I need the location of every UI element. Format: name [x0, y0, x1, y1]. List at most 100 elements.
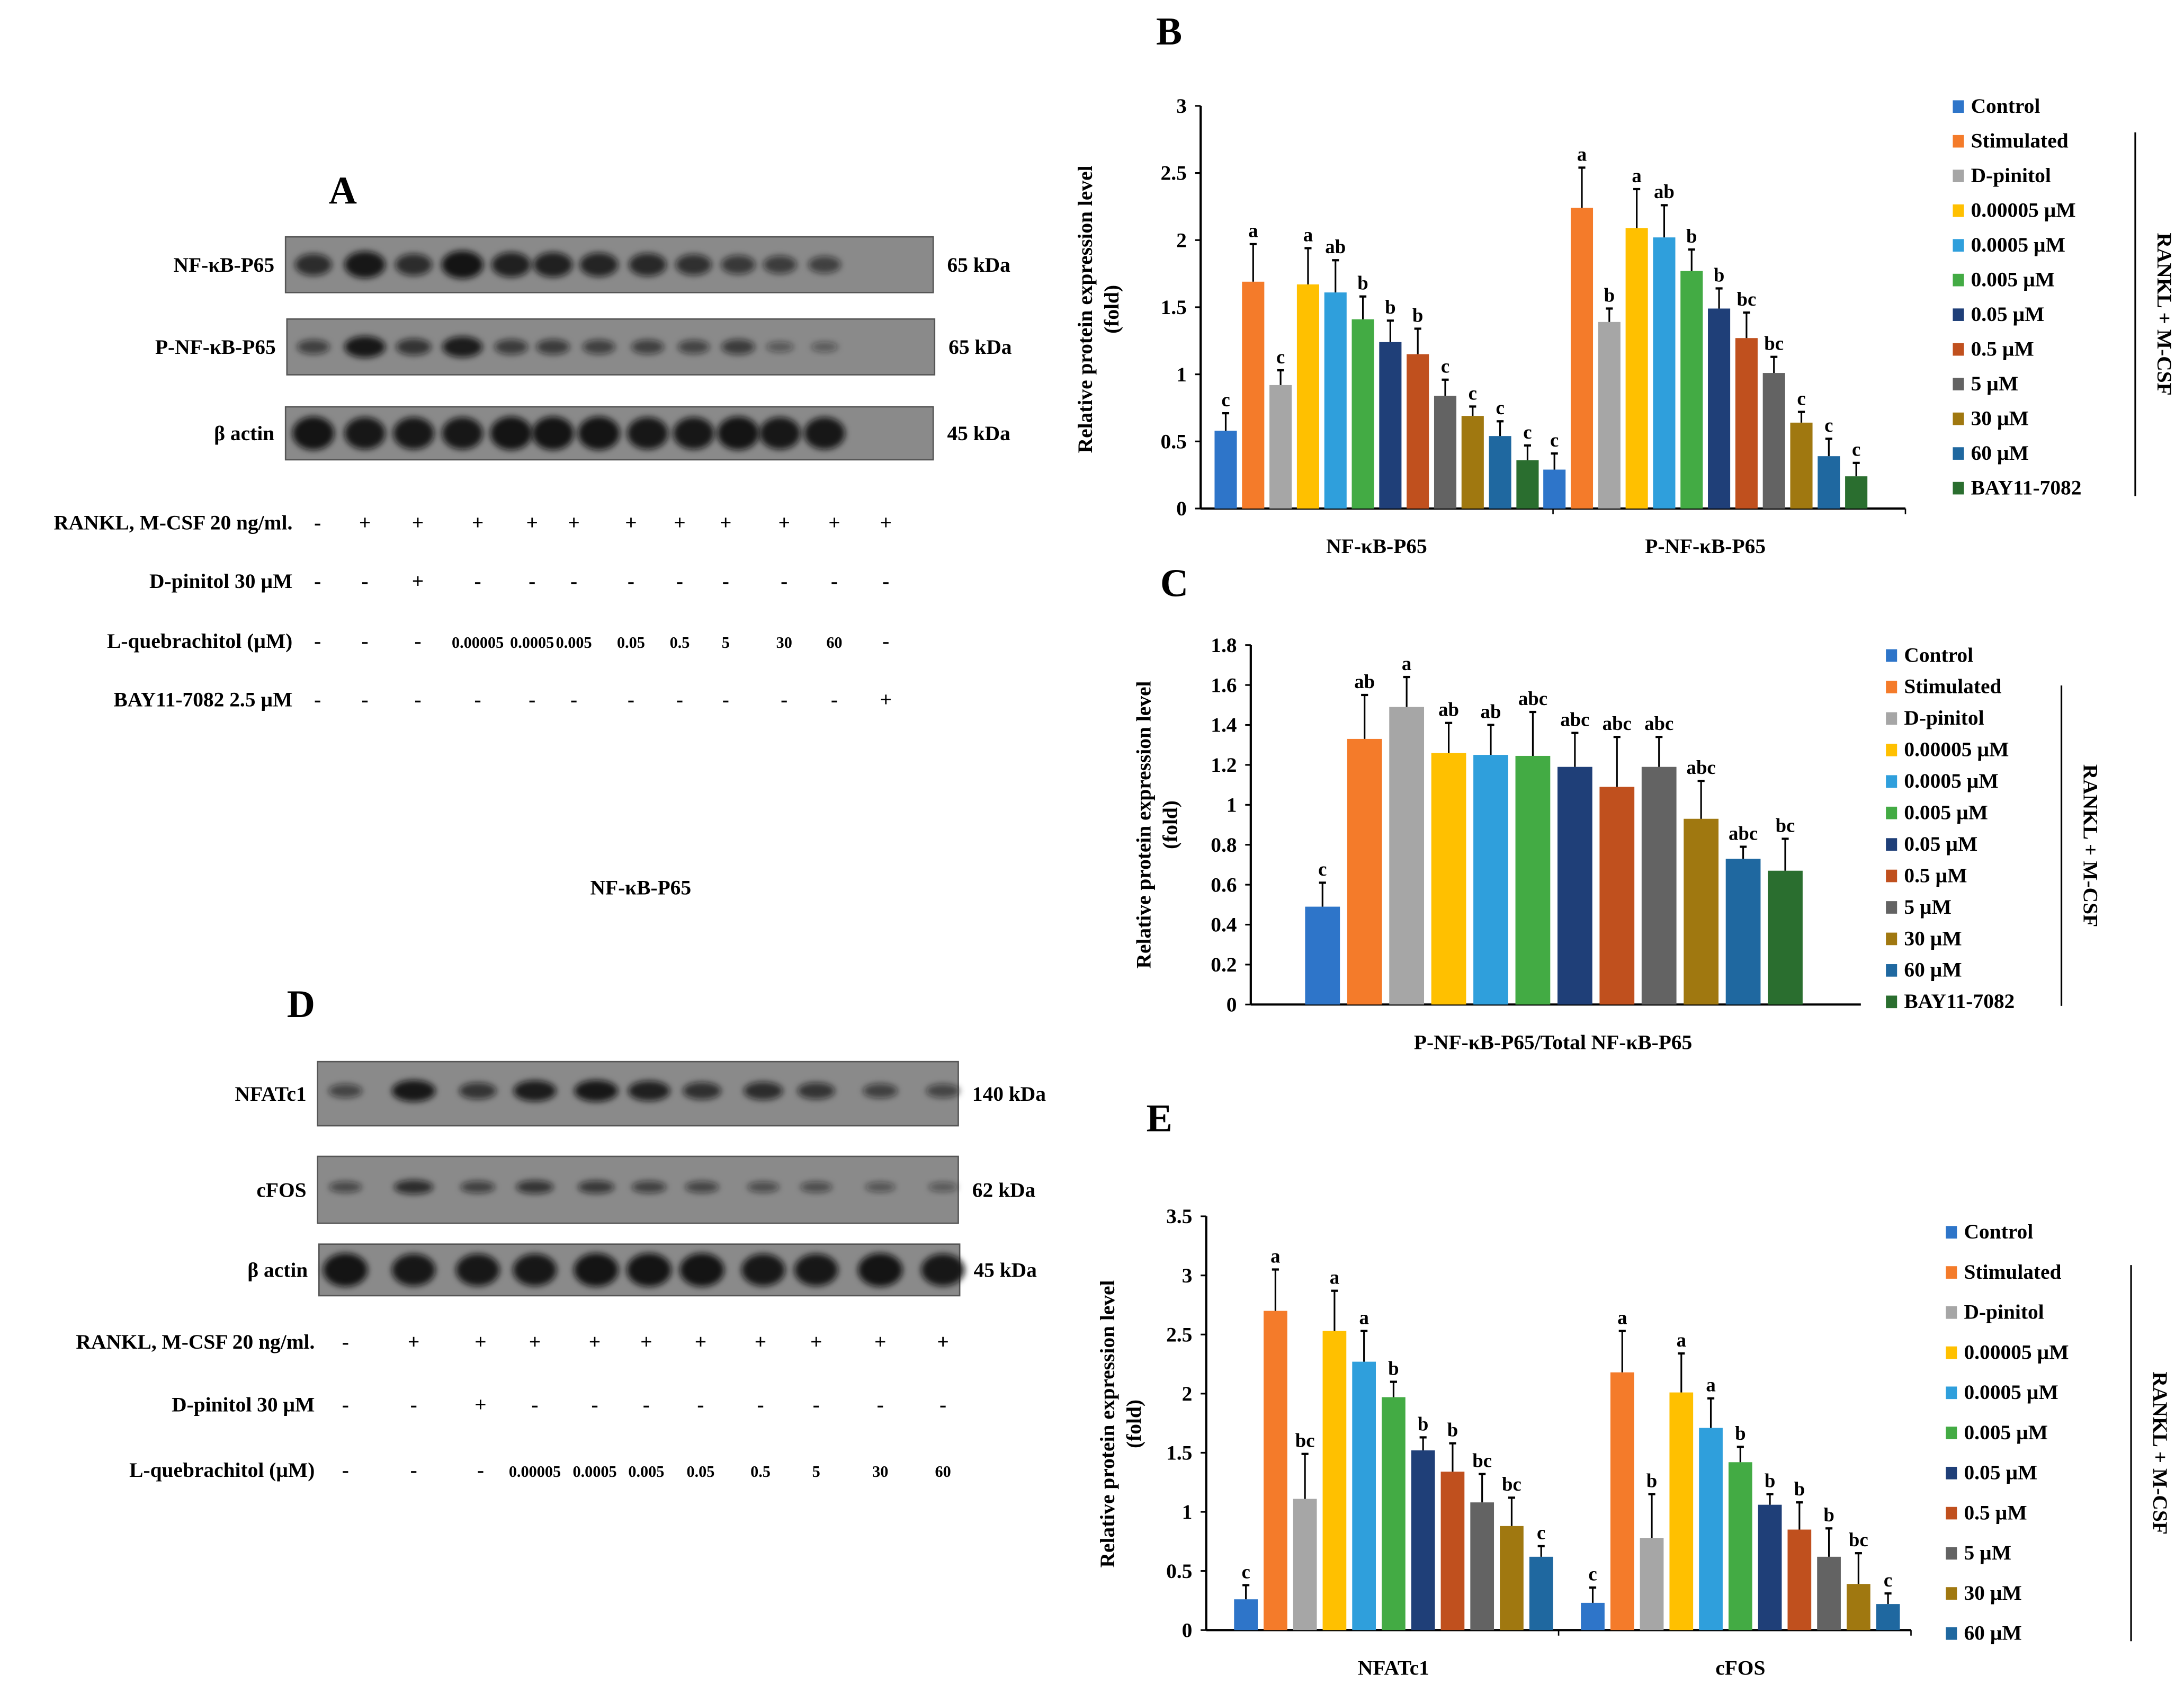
- legend-label: 0.00005 µM: [1964, 1340, 2069, 1364]
- treatment-value: +: [674, 511, 685, 534]
- bar: [1699, 1428, 1723, 1630]
- blot-band: [459, 1082, 497, 1100]
- x-axis-label: P-NF-κB-P65/Total NF-κB-P65: [1414, 1030, 1692, 1054]
- bracket-label: RANKL + M-CSF: [2149, 1372, 2172, 1535]
- blot-band: [921, 1253, 965, 1286]
- blot-band: [683, 1082, 721, 1100]
- bar: [1296, 284, 1319, 509]
- treatment-value: -: [414, 688, 421, 711]
- legend-label: 0.05 µM: [1964, 1461, 2037, 1484]
- category-label: NF-κB-P65: [1326, 534, 1427, 558]
- legend-label: 0.005 µM: [1964, 1421, 2048, 1444]
- bar: [1411, 1450, 1435, 1630]
- blot-band: [490, 416, 532, 450]
- treatment-value: +: [472, 511, 484, 534]
- treatment-label: BAY11-7082 2.5 µM: [113, 688, 292, 711]
- y-tick-label: 0: [1176, 497, 1187, 520]
- legend-swatch: [1886, 649, 1897, 662]
- treatment-value: -: [628, 569, 634, 593]
- legend-label: 0.5 µM: [1904, 863, 1967, 887]
- legend-swatch: [1886, 964, 1897, 977]
- blot-band: [811, 342, 838, 352]
- bar: [1708, 308, 1731, 509]
- blot-band: [741, 1253, 785, 1286]
- treatment-value: 0.005: [628, 1463, 664, 1481]
- significance-label: abc: [1687, 756, 1716, 778]
- blot-band: [579, 253, 619, 277]
- blot-band: [721, 339, 755, 355]
- legend-label: BAY11-7082: [1971, 476, 2082, 499]
- significance-label: c: [1537, 1522, 1545, 1544]
- significance-label: c: [1797, 387, 1805, 409]
- legend-label: 0.0005 µM: [1971, 233, 2065, 256]
- blot-band: [323, 1253, 368, 1287]
- treatment-value: -: [570, 569, 577, 593]
- bar: [1876, 1604, 1900, 1630]
- significance-label: c: [1469, 382, 1477, 404]
- significance-label: a: [1706, 1374, 1715, 1396]
- y-tick-label: 3: [1176, 94, 1187, 118]
- significance-label: bc: [1849, 1529, 1868, 1551]
- blot-band: [391, 1080, 436, 1102]
- legend-item: 0.05 µM: [1886, 832, 1977, 856]
- treatment-value: 0.0005: [572, 1463, 616, 1481]
- bar: [1758, 1504, 1782, 1630]
- significance-label: b: [1418, 1413, 1428, 1434]
- blot-band: [747, 1181, 780, 1193]
- treatment-value: 0.0005: [510, 634, 554, 652]
- y-tick-label: 2.5: [1166, 1323, 1192, 1346]
- western-blot-d: NFATc1 140 kDa cFOS 62 kDa β actin 45 kDa RANK…: [76, 1061, 1046, 1482]
- bar: [1347, 738, 1382, 1005]
- bar: [1407, 354, 1429, 509]
- significance-label: a: [1402, 653, 1411, 674]
- legend-label: 5 µM: [1964, 1541, 2011, 1564]
- legend-item: 60 µM: [1886, 958, 1962, 982]
- significance-label: a: [1248, 220, 1258, 242]
- legend-swatch: [1953, 447, 1964, 460]
- bar: [1845, 476, 1868, 509]
- y-axis-label: (fold): [1100, 285, 1123, 334]
- blot-row-label: P-NF-κB-P65: [155, 335, 276, 359]
- blot-band: [863, 1083, 898, 1099]
- treatment-value: -: [529, 688, 535, 711]
- legend-label: Control: [1971, 94, 2040, 118]
- blot-band: [627, 417, 668, 450]
- legend-swatch: [1886, 932, 1897, 946]
- legend-swatch: [1946, 1427, 1957, 1439]
- bar: [1570, 208, 1594, 509]
- treatment-value: 0.00005: [509, 1463, 561, 1481]
- legend-item: 0.0005 µM: [1946, 1380, 2058, 1404]
- significance-label: b: [1735, 1422, 1746, 1444]
- treatment-value: -: [831, 569, 838, 593]
- significance-label: ab: [1354, 671, 1375, 692]
- y-tick-label: 2: [1176, 228, 1187, 252]
- blot-band: [717, 416, 759, 450]
- legend-item: Stimulated: [1953, 129, 2069, 153]
- blot-band: [808, 256, 841, 273]
- blot-molecular-weight: 65 kDa: [948, 335, 1012, 359]
- treatment-label: L-quebrachitol (µM): [129, 1458, 315, 1482]
- significance-label: c: [1824, 414, 1833, 436]
- treatment-value: -: [410, 1393, 417, 1416]
- blot-band: [491, 252, 531, 278]
- legend-label: 0.5 µM: [1971, 337, 2034, 360]
- legend-swatch: [1953, 412, 1964, 425]
- significance-label: b: [1646, 1469, 1657, 1491]
- legend-label: 0.005 µM: [1904, 800, 1988, 824]
- legend-label: BAY11-7082: [1904, 990, 2015, 1013]
- blot-band: [393, 417, 434, 450]
- significance-label: c: [1884, 1569, 1892, 1591]
- blot-band: [631, 340, 664, 354]
- treatment-label: RANKL, M-CSF 20 ng/ml.: [76, 1330, 315, 1353]
- legend-label: 0.00005 µM: [1904, 738, 2009, 761]
- blot-band: [292, 416, 335, 450]
- significance-label: b: [1357, 272, 1368, 294]
- bar: [1557, 767, 1592, 1005]
- legend-label: 0.05 µM: [1904, 832, 1977, 856]
- legend-swatch: [1953, 482, 1964, 495]
- blot-band: [675, 254, 712, 275]
- significance-label: c: [1441, 355, 1449, 377]
- y-tick-label: 1.4: [1211, 714, 1237, 737]
- treatment-value: +: [810, 1330, 822, 1353]
- significance-label: b: [1714, 264, 1724, 286]
